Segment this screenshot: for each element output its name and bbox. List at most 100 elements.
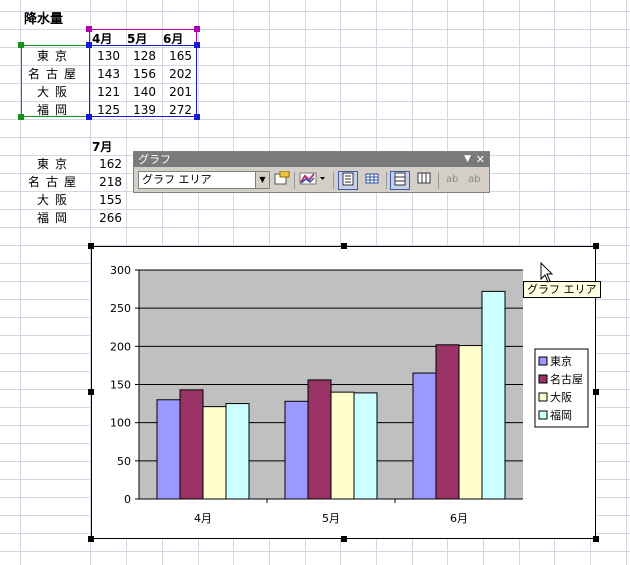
data-cell[interactable]: 272: [169, 103, 192, 117]
bar[interactable]: [353, 392, 378, 500]
city-label: 福岡: [36, 211, 73, 225]
range-handle[interactable]: [86, 114, 92, 120]
x-tick-label: 6月: [450, 512, 468, 525]
range-handle[interactable]: [18, 114, 24, 120]
header-may: 5月: [127, 32, 148, 46]
data-cell[interactable]: 202: [169, 67, 192, 81]
bar[interactable]: [225, 403, 250, 500]
city-label: 福岡: [36, 103, 73, 117]
bar[interactable]: [307, 379, 332, 500]
data-cell[interactable]: 162: [99, 157, 122, 171]
bar[interactable]: [179, 389, 204, 500]
data-cell[interactable]: 165: [169, 49, 192, 63]
bar[interactable]: [284, 400, 309, 500]
format-chart-area-button[interactable]: [272, 170, 292, 190]
mouse-pointer-icon: [540, 262, 554, 283]
angle-counterclockwise-icon[interactable]: ab: [464, 171, 484, 190]
angle-clockwise-icon[interactable]: ab: [442, 171, 462, 190]
legend-label: 大阪: [550, 390, 572, 404]
legend-label: 東京: [550, 354, 572, 368]
data-cell[interactable]: 140: [133, 85, 156, 99]
y-tick-label: 150: [110, 379, 131, 392]
y-tick-label: 50: [117, 455, 131, 468]
bar[interactable]: [156, 399, 181, 500]
by-row-button[interactable]: [390, 171, 410, 190]
range-handle[interactable]: [86, 26, 92, 32]
header-jul: 7月: [92, 140, 113, 154]
close-icon[interactable]: ✕: [475, 153, 485, 166]
chart-object-select[interactable]: グラフ エリア ▼: [138, 171, 270, 189]
chart-resize-handle[interactable]: [341, 536, 347, 542]
y-tick-label: 0: [124, 493, 131, 506]
chart-resize-handle[interactable]: [88, 243, 94, 249]
x-tick-label: 5月: [322, 512, 340, 525]
chart-area[interactable]: 0 50 100 150 200 250 300 4月 5月 6月 東京 名古屋 大阪 福岡: [91, 246, 596, 539]
chart-resize-handle[interactable]: [88, 536, 94, 542]
header-apr: 4月: [92, 32, 113, 46]
range-handle[interactable]: [194, 42, 200, 48]
data-cell[interactable]: 125: [97, 103, 120, 117]
by-row-icon: [394, 172, 406, 186]
data-cell[interactable]: 155: [99, 193, 122, 207]
chart-resize-handle[interactable]: [593, 243, 599, 249]
toolbar-title: グラフ: [138, 153, 171, 166]
data-cell[interactable]: 139: [133, 103, 156, 117]
legend-button[interactable]: [338, 171, 358, 190]
data-table-button[interactable]: [362, 171, 382, 190]
header-jun: 6月: [163, 32, 184, 46]
range-handle[interactable]: [18, 42, 24, 48]
city-label: 大阪: [36, 193, 73, 207]
chevron-down-icon[interactable]: ▼: [255, 172, 269, 188]
data-table-icon: [365, 173, 379, 184]
bar[interactable]: [412, 372, 437, 500]
data-cell[interactable]: 128: [133, 49, 156, 63]
svg-text:ab: ab: [468, 174, 480, 185]
range-magenta-border: [89, 29, 197, 46]
chart-resize-handle[interactable]: [593, 536, 599, 542]
data-cell[interactable]: 143: [97, 67, 120, 81]
chart-toolbar[interactable]: グラフ ▼ ✕ グラフ エリア ▼ ab ab: [133, 151, 490, 193]
data-cell[interactable]: 156: [133, 67, 156, 81]
range-handle[interactable]: [86, 42, 92, 48]
city-label: 名古屋: [27, 67, 82, 81]
range-green-border: [21, 45, 90, 117]
by-column-button[interactable]: [414, 171, 434, 190]
chart-resize-handle[interactable]: [88, 389, 94, 395]
chart-type-button[interactable]: [298, 171, 328, 190]
range-blue-border: [89, 45, 197, 117]
data-cell[interactable]: 218: [99, 175, 122, 189]
chart-type-icon: [299, 172, 325, 185]
x-tick-label: 4月: [194, 512, 212, 525]
data-cell[interactable]: 201: [169, 85, 192, 99]
y-tick-label: 250: [110, 302, 131, 315]
bar[interactable]: [435, 344, 460, 500]
data-cell[interactable]: 121: [97, 85, 120, 99]
chart-resize-handle[interactable]: [341, 243, 347, 249]
data-cell[interactable]: 266: [99, 211, 122, 225]
range-handle[interactable]: [194, 114, 200, 120]
city-label: 名古屋: [27, 175, 82, 189]
legend-swatch: [538, 410, 548, 420]
range-handle[interactable]: [194, 26, 200, 32]
legend-swatch: [538, 356, 548, 366]
data-cell[interactable]: 130: [97, 49, 120, 63]
legend-label: 福岡: [550, 408, 572, 422]
by-column-icon: [417, 172, 431, 184]
sheet-title: 降水量: [24, 12, 64, 27]
bar[interactable]: [481, 290, 506, 500]
bar[interactable]: [202, 406, 227, 500]
toolbar-titlebar[interactable]: グラフ ▼ ✕: [134, 152, 489, 167]
y-tick-label: 100: [110, 417, 131, 430]
format-icon: [274, 170, 290, 185]
legend-icon: [342, 172, 354, 186]
bar[interactable]: [458, 345, 483, 500]
y-tick-label: 200: [110, 340, 131, 353]
bar[interactable]: [330, 391, 355, 500]
city-label: 東京: [36, 49, 73, 63]
chart-object-select-value: グラフ エリア: [142, 173, 212, 186]
svg-text:ab: ab: [446, 174, 458, 185]
toolbar-options-icon[interactable]: ▼: [464, 154, 471, 164]
legend-swatch: [538, 392, 548, 402]
chart-resize-handle[interactable]: [593, 389, 599, 395]
